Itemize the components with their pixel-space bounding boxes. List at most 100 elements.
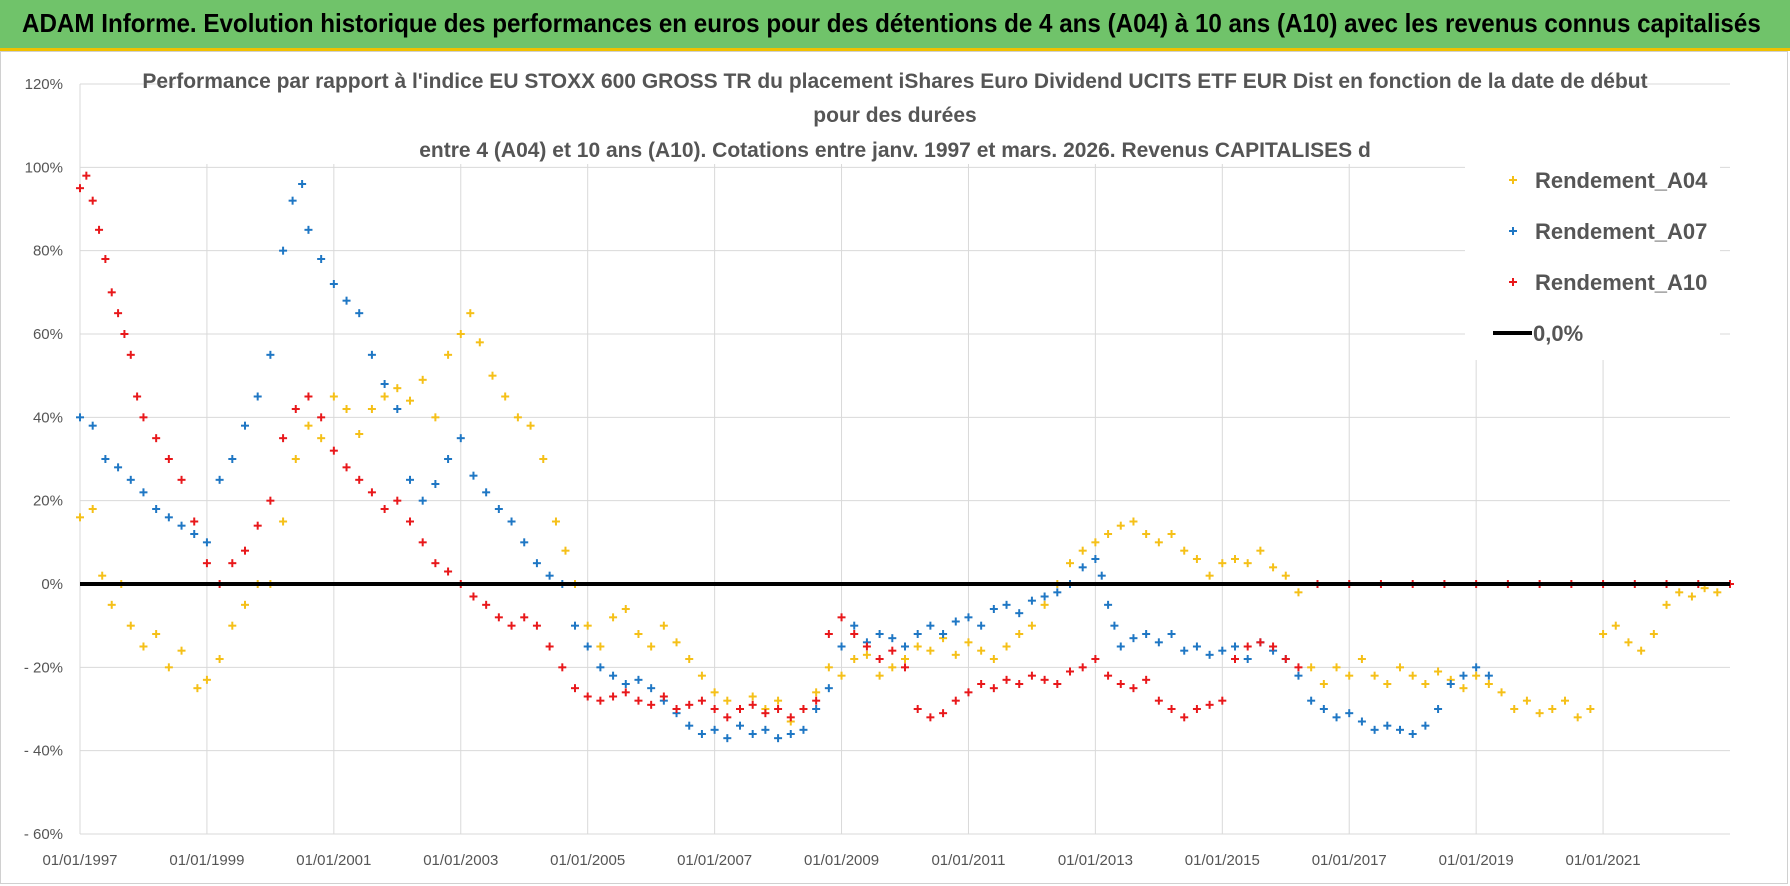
data-point bbox=[1687, 592, 1696, 601]
data-point bbox=[1104, 530, 1113, 538]
data-point bbox=[672, 705, 681, 713]
data-point bbox=[101, 455, 110, 463]
data-point bbox=[571, 684, 579, 693]
data-point bbox=[901, 663, 909, 672]
data-point bbox=[76, 184, 84, 193]
data-point bbox=[304, 392, 313, 401]
data-point bbox=[989, 605, 998, 613]
data-point bbox=[1421, 721, 1430, 730]
data-point bbox=[609, 613, 618, 622]
legend-label: Rendement_A04 bbox=[1535, 168, 1708, 193]
data-point bbox=[298, 180, 307, 188]
data-point bbox=[342, 405, 351, 413]
data-point bbox=[1269, 642, 1278, 651]
data-point bbox=[1294, 588, 1303, 597]
data-point bbox=[1599, 630, 1608, 638]
data-point bbox=[685, 655, 694, 663]
data-point bbox=[1484, 671, 1493, 680]
data-point bbox=[98, 571, 107, 580]
data-point bbox=[875, 630, 884, 638]
data-point bbox=[1218, 696, 1227, 705]
data-point bbox=[1110, 621, 1119, 630]
data-point bbox=[126, 621, 135, 630]
data-point bbox=[545, 642, 554, 651]
y-tick-label: 40% bbox=[33, 409, 63, 426]
data-point bbox=[710, 725, 719, 734]
data-point bbox=[1396, 663, 1404, 672]
data-point bbox=[1154, 538, 1163, 547]
data-point bbox=[1332, 663, 1341, 672]
data-point bbox=[1231, 555, 1239, 563]
data-point bbox=[1434, 705, 1443, 713]
data-point bbox=[812, 696, 821, 705]
data-point bbox=[723, 696, 732, 705]
data-point bbox=[951, 696, 960, 705]
x-tick-label: 01/01/2003 bbox=[423, 852, 498, 869]
data-point bbox=[710, 705, 719, 713]
data-point bbox=[621, 605, 630, 613]
data-point bbox=[126, 350, 135, 359]
data-point bbox=[1015, 609, 1024, 618]
data-point bbox=[482, 600, 491, 609]
data-point bbox=[888, 634, 897, 643]
data-point bbox=[786, 713, 795, 722]
data-point bbox=[1383, 721, 1392, 730]
data-point bbox=[532, 621, 541, 630]
data-point bbox=[152, 505, 161, 513]
data-point bbox=[685, 700, 694, 709]
data-point bbox=[317, 255, 326, 263]
data-point bbox=[380, 505, 389, 513]
data-point bbox=[710, 688, 719, 697]
x-tick-label: 01/01/1999 bbox=[169, 852, 244, 869]
data-point bbox=[1218, 646, 1227, 655]
data-point bbox=[1116, 642, 1125, 651]
data-point bbox=[355, 430, 364, 438]
data-point bbox=[1097, 571, 1106, 580]
data-point bbox=[139, 488, 148, 497]
data-point bbox=[596, 663, 605, 672]
data-point bbox=[812, 705, 821, 713]
x-tick-label: 01/01/2017 bbox=[1312, 852, 1387, 869]
data-point bbox=[1713, 588, 1722, 597]
data-point bbox=[551, 517, 560, 526]
data-point bbox=[1510, 705, 1519, 713]
data-point bbox=[723, 713, 732, 722]
data-point bbox=[761, 709, 770, 718]
data-point bbox=[1116, 680, 1125, 688]
data-point bbox=[107, 600, 116, 609]
data-point bbox=[1116, 521, 1125, 530]
x-tick-label: 01/01/2011 bbox=[931, 852, 1005, 869]
data-point bbox=[418, 538, 427, 547]
data-point bbox=[1396, 725, 1404, 734]
data-point bbox=[1205, 700, 1214, 709]
data-point bbox=[76, 413, 84, 422]
legend-item: Rendement_A10 bbox=[1509, 270, 1707, 295]
data-point bbox=[697, 696, 706, 705]
data-point bbox=[1040, 675, 1049, 684]
data-point bbox=[418, 496, 427, 505]
data-point bbox=[317, 413, 326, 422]
data-point bbox=[964, 688, 973, 697]
data-point bbox=[774, 696, 783, 705]
data-point bbox=[139, 413, 148, 422]
data-point bbox=[913, 642, 922, 651]
data-point bbox=[1421, 680, 1430, 688]
data-point bbox=[659, 692, 668, 701]
data-point bbox=[177, 521, 186, 530]
banner-title: ADAM Informe. Evolution historique des p… bbox=[22, 8, 1761, 38]
data-point bbox=[76, 513, 84, 522]
data-point bbox=[837, 671, 846, 680]
data-series bbox=[76, 171, 1734, 743]
data-point bbox=[1497, 688, 1506, 697]
data-point bbox=[88, 421, 97, 430]
data-point bbox=[1180, 646, 1189, 655]
data-point bbox=[697, 730, 706, 738]
data-point bbox=[1624, 638, 1633, 647]
data-point bbox=[488, 371, 497, 380]
data-point bbox=[494, 505, 503, 513]
data-point bbox=[583, 692, 592, 701]
data-point bbox=[596, 696, 605, 705]
data-point bbox=[1218, 559, 1227, 568]
data-point bbox=[1649, 630, 1658, 638]
data-point bbox=[501, 392, 510, 401]
